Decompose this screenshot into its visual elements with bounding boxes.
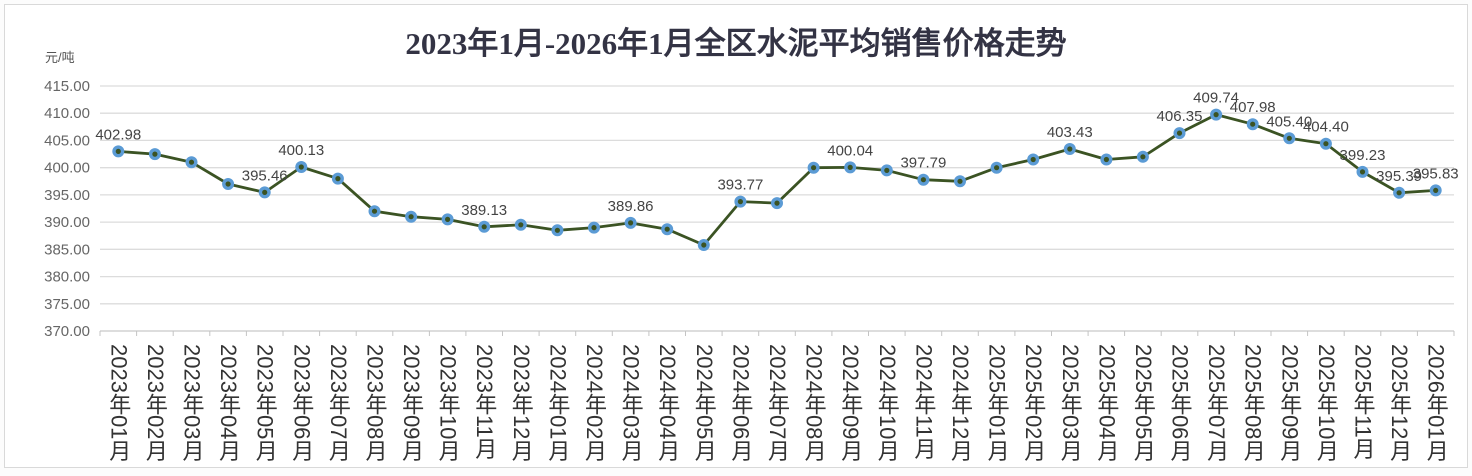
svg-text:410.00: 410.00	[44, 105, 90, 122]
svg-text:400.04: 400.04	[827, 142, 873, 159]
svg-text:393.77: 393.77	[717, 177, 763, 194]
svg-text:385.00: 385.00	[44, 241, 90, 258]
svg-text:380.00: 380.00	[44, 269, 90, 286]
svg-text:395.83: 395.83	[1413, 165, 1459, 182]
svg-text:415.00: 415.00	[44, 78, 90, 95]
svg-text:406.35: 406.35	[1157, 108, 1203, 125]
svg-text:400.13: 400.13	[278, 142, 324, 159]
svg-text:399.23: 399.23	[1340, 147, 1386, 164]
svg-text:400.00: 400.00	[44, 160, 90, 177]
svg-text:397.79: 397.79	[900, 155, 946, 172]
svg-text:402.98: 402.98	[95, 126, 141, 143]
svg-text:370.00: 370.00	[44, 323, 90, 340]
svg-text:389.13: 389.13	[461, 202, 507, 219]
svg-text:403.43: 403.43	[1047, 124, 1093, 141]
svg-text:390.00: 390.00	[44, 214, 90, 231]
svg-text:395.46: 395.46	[242, 167, 288, 184]
svg-text:405.00: 405.00	[44, 132, 90, 149]
svg-text:389.86: 389.86	[608, 198, 654, 215]
svg-text:395.00: 395.00	[44, 187, 90, 204]
svg-text:404.40: 404.40	[1303, 119, 1349, 136]
svg-text:375.00: 375.00	[44, 296, 90, 313]
